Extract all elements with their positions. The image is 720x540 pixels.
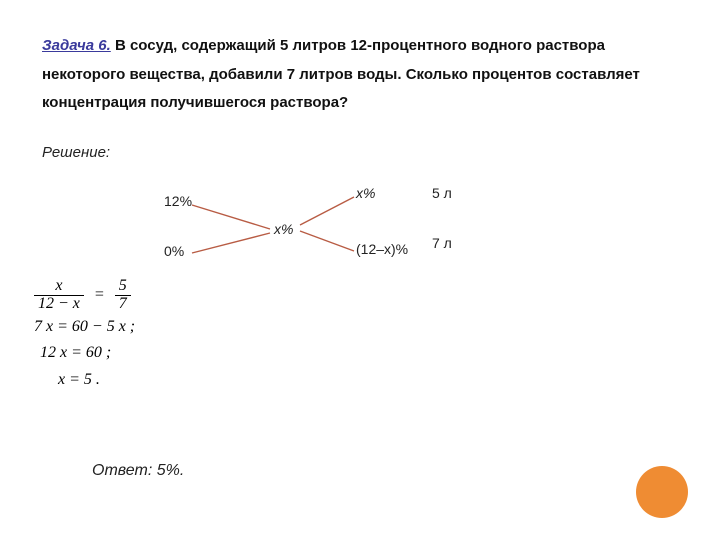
frac-left-num: x: [34, 278, 84, 295]
equation-line-3: 12 x = 60 ;: [40, 345, 135, 362]
problem-title: Задача 6.: [42, 37, 111, 54]
frac-right-den: 7: [115, 295, 131, 313]
solution-label: Решение:: [42, 144, 678, 161]
fraction-right: 5 7: [115, 278, 131, 313]
equations: x 12 − x = 5 7 7 x = 60 − 5 x ; 12 x = 6…: [34, 278, 135, 393]
problem-block: Задача 6. В сосуд, содержащий 5 литров 1…: [42, 32, 678, 118]
equation-line-2: 7 x = 60 − 5 x ;: [34, 319, 135, 336]
answer: Ответ: 5%.: [92, 462, 184, 480]
decor-circle: [636, 466, 688, 518]
diag-right-top: х%: [356, 185, 375, 202]
eq-sign: =: [88, 287, 111, 304]
diagram-lines: [160, 185, 520, 285]
problem-text: В сосуд, содержащий 5 литров 12-процентн…: [42, 37, 640, 111]
diag-left-bottom: 0%: [164, 243, 184, 260]
diag-vol-bottom: 7 л: [432, 235, 452, 252]
mixture-diagram: 12% 0% х% х% (12–х)% 5 л 7 л: [160, 185, 520, 285]
equation-line-4: x = 5 .: [58, 372, 135, 389]
diag-left-top: 12%: [164, 193, 192, 210]
slide: Задача 6. В сосуд, содержащий 5 литров 1…: [0, 0, 720, 540]
frac-right-num: 5: [115, 278, 131, 295]
diag-right-bottom: (12–х)%: [356, 241, 408, 258]
equation-fraction: x 12 − x = 5 7: [34, 278, 135, 313]
fraction-left: x 12 − x: [34, 278, 84, 313]
diag-center: х%: [274, 221, 293, 238]
frac-left-den: 12 − x: [34, 295, 84, 313]
diag-vol-top: 5 л: [432, 185, 452, 202]
